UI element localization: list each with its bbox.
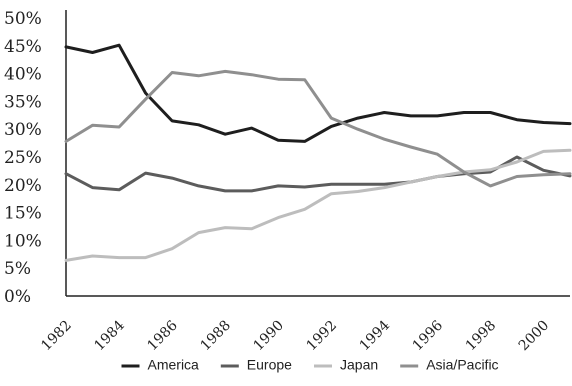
y-tick-label: 45% xyxy=(4,37,42,57)
y-tick-label: 40% xyxy=(4,65,42,85)
legend-label: Japan xyxy=(340,357,378,373)
series-line-america xyxy=(64,43,572,143)
y-tick-label: 15% xyxy=(4,204,42,224)
y-tick-label: 50% xyxy=(4,9,42,29)
series-line-japan xyxy=(64,148,572,262)
y-tick-label: 25% xyxy=(4,148,42,168)
x-tick-label: 1996 xyxy=(410,317,447,354)
legend-item-america: America xyxy=(121,357,200,373)
x-tick-label: 1992 xyxy=(304,318,341,355)
legend: America Europe Japan Asia/Pacific xyxy=(121,357,499,373)
x-tick-label: 1984 xyxy=(91,317,128,354)
y-tick-label: 0% xyxy=(4,287,31,307)
legend-item-europe: Europe xyxy=(220,357,292,373)
series-line-europe xyxy=(64,155,572,193)
y-tick-label: 20% xyxy=(4,176,42,196)
x-axis-ticks: 1982 1984 1986 1988 1990 1992 1994 1996 1998 2000 xyxy=(38,317,552,354)
series-lines xyxy=(64,43,572,262)
y-tick-label: 35% xyxy=(4,92,42,112)
y-axis-ticks: 0% 5% 10% 15% 20% 25% 30% 35% 40% 45% 50% xyxy=(4,9,42,307)
x-tick-label: 1990 xyxy=(251,318,288,355)
x-tick-label: 1998 xyxy=(463,318,500,355)
y-tick-label: 30% xyxy=(4,120,42,140)
x-tick-label: 1994 xyxy=(357,317,394,354)
legend-item-asia-pacific: Asia/Pacific xyxy=(400,357,499,373)
legend-label: Europe xyxy=(247,357,292,373)
x-tick-label: 1982 xyxy=(38,318,75,355)
legend-item-japan: Japan xyxy=(314,357,378,373)
x-tick-label: 2000 xyxy=(516,318,553,355)
y-tick-label: 10% xyxy=(4,231,42,251)
legend-label: Asia/Pacific xyxy=(426,357,498,373)
y-tick-label: 5% xyxy=(4,259,31,279)
x-tick-label: 1988 xyxy=(197,318,234,355)
legend-label: America xyxy=(148,357,200,373)
x-tick-label: 1986 xyxy=(144,317,181,354)
series-line-asia-pacific xyxy=(64,69,572,188)
